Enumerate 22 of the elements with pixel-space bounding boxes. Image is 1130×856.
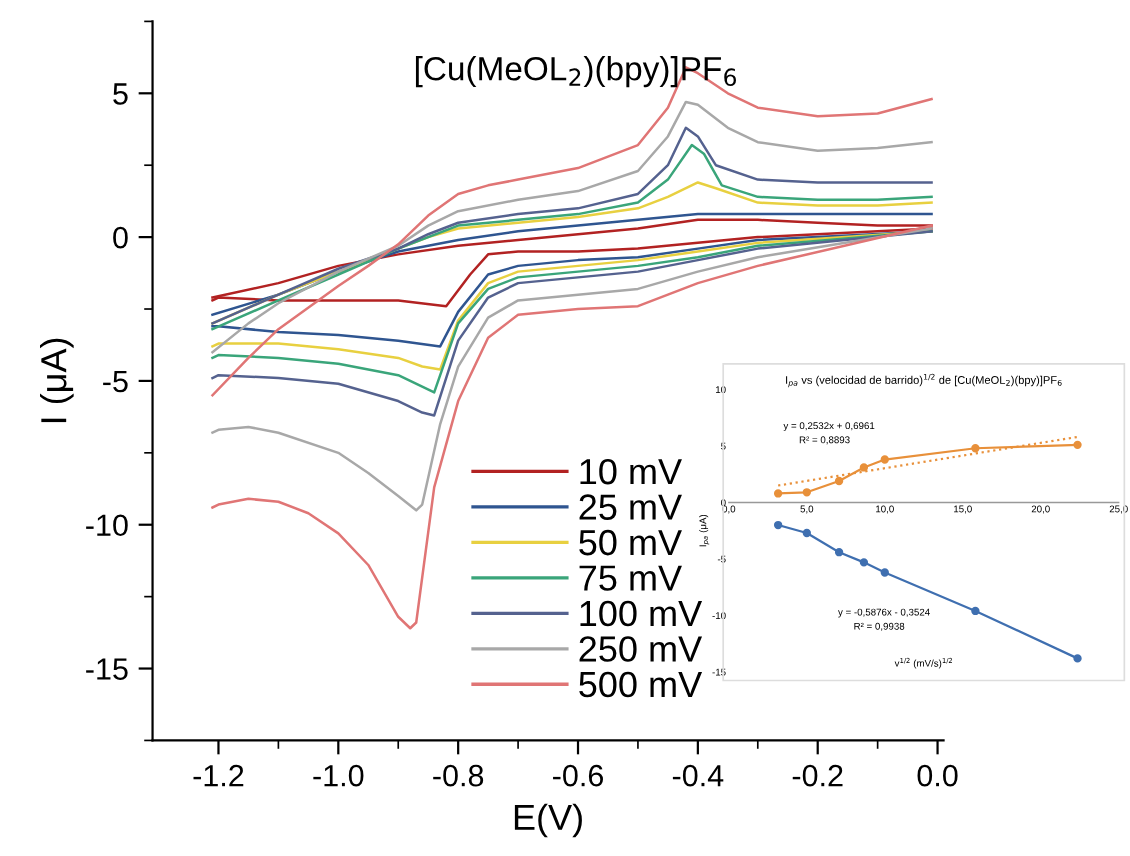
text: [Cu(MeOL$_{2}$)(bpy)]PF$_{6}$ (415, 56, 736, 88)
legend-label: 250 mV (579, 636, 703, 662)
y-tick-label: -5 (103, 370, 128, 393)
legend-label: 10 mV (580, 458, 682, 485)
legend-label: 500 mV (579, 671, 703, 698)
x-axis-title: E(V) (514, 803, 582, 838)
y-tick-label: -15 (86, 658, 128, 680)
x-tick-label: -0.2 (792, 764, 843, 787)
x-tick-label: -1.2 (193, 764, 244, 787)
x-tick-label: -1.0 (313, 764, 364, 787)
legend-label: 100 mV (580, 600, 703, 627)
legend-label: 75 mV (579, 565, 682, 591)
legend-label: 25 mV (579, 494, 682, 520)
legend-label: 50 mV (579, 529, 682, 556)
y-axis-title: I (μA) (40, 338, 74, 423)
x-tick-label: -0.6 (553, 764, 603, 787)
y-tick-label: 5 (113, 83, 128, 105)
x-tick-label: -0.8 (433, 764, 484, 787)
y-tick-label: -10 (86, 514, 128, 537)
y-tick-label: 0 (113, 226, 128, 249)
x-tick-label: 0.0 (917, 764, 958, 787)
x-tick-label: -0.4 (672, 764, 724, 787)
